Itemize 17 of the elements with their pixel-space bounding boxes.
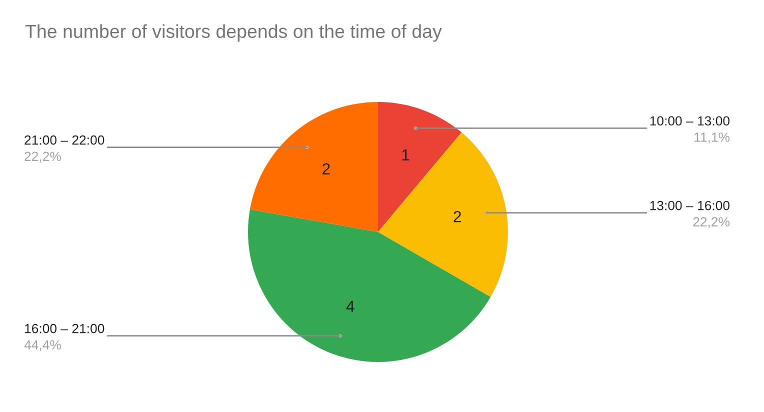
data-label: 2 [322, 163, 330, 174]
slice-label: 16:00 – 21:00 [25, 324, 104, 334]
data-label: 2 [454, 210, 462, 222]
chart-title: The number of visitors depends on the time of day [25, 24, 442, 42]
slice-label: 10:00 – 13:00 [650, 116, 730, 126]
pie-slice [378, 132, 508, 297]
text: 44,4% [24, 340, 61, 352]
data-label: 4 [346, 300, 354, 312]
slice-label: 13:00 – 16:00 [650, 200, 730, 210]
text: 22,2% [24, 152, 61, 163]
pie-slice [248, 209, 491, 362]
text: 11,1% [694, 132, 730, 144]
pie-slice [378, 102, 462, 232]
data-label: 1 [402, 149, 410, 160]
text: 22,2% [693, 217, 730, 228]
slice-label: 21:00 – 22:00 [24, 135, 104, 145]
pie-slice [250, 102, 378, 232]
